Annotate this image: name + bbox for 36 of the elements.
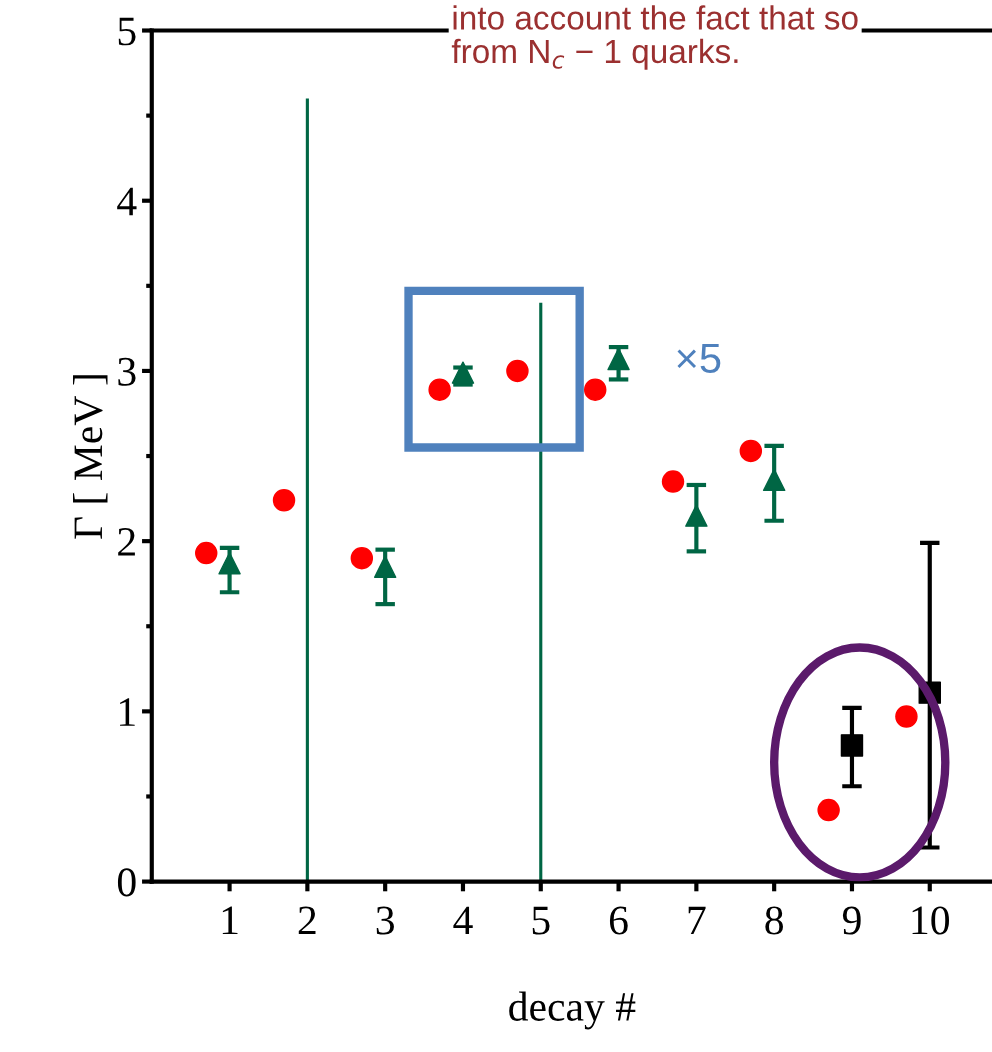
point xyxy=(895,705,918,728)
point xyxy=(506,359,529,383)
point xyxy=(607,347,630,371)
point xyxy=(817,798,840,822)
x-tick-label: 1 xyxy=(222,906,238,935)
x-tick-label: 2 xyxy=(298,906,316,935)
annotation: ×5 xyxy=(677,344,721,374)
x-tick-label: 6 xyxy=(609,906,628,935)
point xyxy=(373,555,397,578)
x-tick-label: 4 xyxy=(453,906,473,935)
x-tick-label: 10 xyxy=(912,906,950,935)
point xyxy=(218,552,241,575)
y-tick-label: 1 xyxy=(120,698,135,726)
x-axis-title: decay # xyxy=(509,991,636,1030)
point xyxy=(584,378,607,401)
y-tick-label: 2 xyxy=(118,528,135,556)
y-axis-title: Γ [ MeV ] xyxy=(73,375,108,539)
point xyxy=(350,546,374,570)
x-tick-label: 5 xyxy=(532,906,550,935)
x-tick-label: 3 xyxy=(376,906,394,935)
y-tick-label: 0 xyxy=(117,868,136,897)
x-tick-label: 7 xyxy=(688,906,706,935)
point xyxy=(428,378,451,401)
point xyxy=(840,734,864,757)
point xyxy=(661,470,685,493)
y-tick-label: 4 xyxy=(117,187,137,216)
point xyxy=(195,541,218,565)
point xyxy=(272,489,296,512)
x-tick-label: 9 xyxy=(842,906,861,935)
point xyxy=(762,468,786,492)
y-tick-label: 3 xyxy=(118,357,136,386)
point xyxy=(739,439,763,463)
x-tick-label: 8 xyxy=(765,906,783,935)
annotation: into account the fact that so from N$_{c}$ − 1 quarks. xyxy=(451,5,858,70)
y-tick-label: 5 xyxy=(118,17,136,46)
point xyxy=(685,504,708,527)
